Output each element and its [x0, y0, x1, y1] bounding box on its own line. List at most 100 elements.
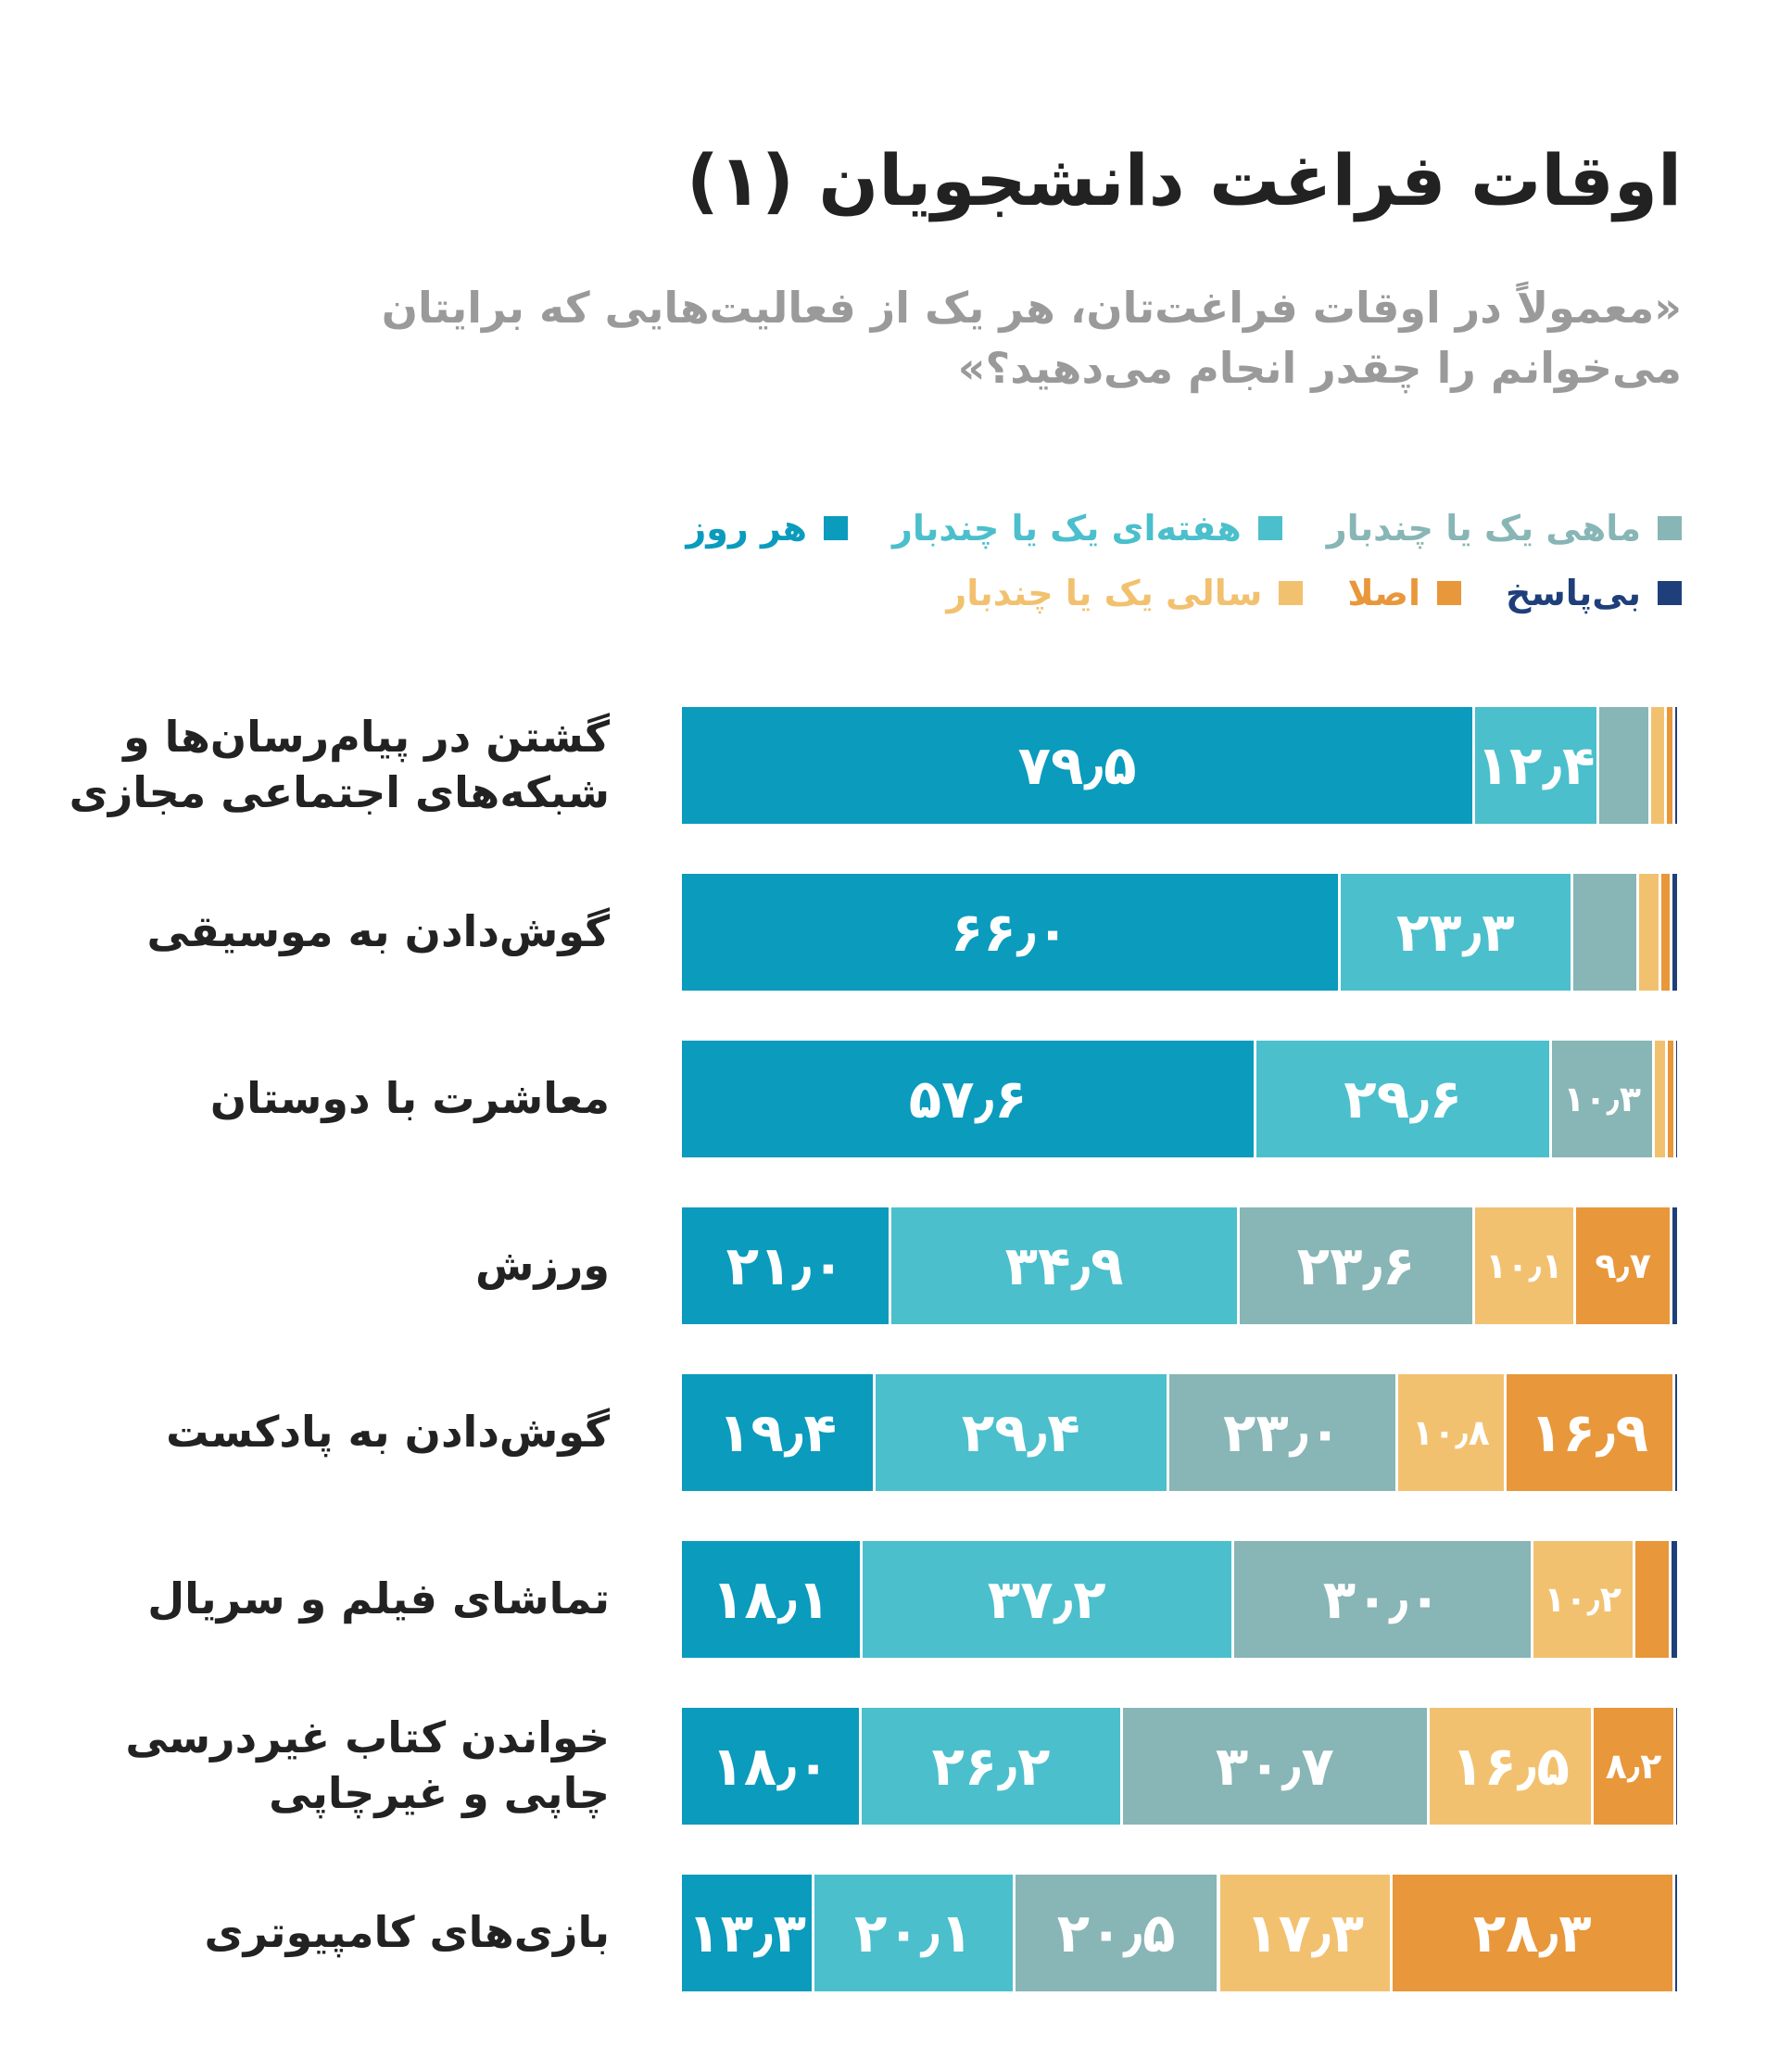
data-label: ۱۶٫۹	[1530, 1401, 1649, 1464]
bar-segment: ۲۰٫۱	[814, 1875, 1016, 1991]
data-label: ۳۷٫۲	[987, 1568, 1106, 1631]
bar-segment: ۱۸٫۰	[682, 1708, 862, 1825]
legend-item: هفته‌ای یک یا چندبار	[892, 508, 1282, 549]
data-label: ۸٫۲	[1605, 1746, 1662, 1787]
bar-segment: ۲۱٫۰	[682, 1207, 892, 1324]
bar-segment: ۵۷٫۶	[682, 1041, 1257, 1157]
bar-segment	[1660, 874, 1673, 991]
legend-item: اصلا	[1347, 573, 1461, 613]
legend-label: سالی یک یا چندبار	[946, 573, 1263, 613]
legend-swatch	[1658, 581, 1682, 605]
data-label: ۲۳٫۳	[1395, 901, 1515, 964]
data-label: ۲۹٫۴	[961, 1401, 1080, 1464]
bar-segment	[1672, 1541, 1680, 1658]
data-label: ۱۸٫۰	[711, 1735, 830, 1798]
legend-swatch	[1257, 516, 1282, 540]
bar-segment	[1572, 874, 1639, 991]
bar-segment: ۲۳٫۳	[1340, 874, 1573, 991]
bar-segment: ۱۰٫۲	[1533, 1541, 1635, 1658]
bar-segment	[1674, 1374, 1680, 1491]
data-label: ۲۰٫۱	[854, 1901, 973, 1965]
bar-segment: ۲۳٫۰	[1168, 1374, 1399, 1491]
bar-segment: ۶۶٫۰	[682, 874, 1341, 991]
bar-segment: ۲۹٫۶	[1256, 1041, 1553, 1157]
data-label: ۱۹٫۴	[718, 1401, 837, 1464]
bar-segment	[1650, 707, 1667, 824]
data-label: ۲۳٫۰	[1222, 1401, 1342, 1464]
data-label: ۹٫۷	[1595, 1245, 1652, 1286]
data-label: ۲۱٫۰	[725, 1234, 845, 1297]
bar-segment: ۳۰٫۰	[1233, 1541, 1533, 1658]
bar-segment: ۱۰٫۳	[1552, 1041, 1656, 1157]
data-label: ۱۲٫۴	[1476, 734, 1596, 797]
category-label: تماشای فیلم و سریال	[147, 1573, 610, 1624]
bar-segment: ۲۰٫۵	[1015, 1875, 1220, 1991]
data-label: ۱۰٫۸	[1412, 1412, 1490, 1453]
category-label: ورزش	[474, 1240, 610, 1291]
legend-swatch	[1279, 581, 1304, 605]
bar-segment: ۳۷٫۲	[862, 1541, 1234, 1658]
legend-label: هر روز	[686, 508, 807, 549]
legend-item: سالی یک یا چندبار	[946, 573, 1304, 613]
data-label: ۲۳٫۶	[1296, 1234, 1416, 1297]
bar-segment: ۷۹٫۵	[682, 707, 1476, 824]
bar-segment	[1638, 874, 1661, 991]
bar-segment	[1672, 874, 1680, 991]
bar-segment: ۹٫۷	[1575, 1207, 1673, 1324]
data-label: ۲۶٫۲	[931, 1735, 1051, 1798]
bar-segment: ۱۰٫۸	[1398, 1374, 1507, 1491]
legend-swatch	[1658, 516, 1682, 540]
chart-title: اوقات فراغت دانشجویان (۱)	[687, 139, 1682, 221]
bar-segment: ۳۴٫۹	[891, 1207, 1241, 1324]
legend-label: هفته‌ای یک یا چندبار	[891, 508, 1242, 549]
category-label: بازی‌های کامپیوتری	[204, 1907, 610, 1958]
category-label: خواندن کتاب غیردرسی چاپی و غیرچاپی	[125, 1712, 610, 1818]
bar-segment	[1672, 1207, 1680, 1324]
data-label: ۱۰٫۲	[1544, 1579, 1621, 1620]
bar-segment	[1634, 1541, 1672, 1658]
bar-segment	[1674, 707, 1680, 824]
category-label: معاشرت با دوستان	[209, 1073, 610, 1124]
bar-segment	[1674, 1875, 1680, 1991]
legend-item: بی‌پاسخ	[1506, 573, 1682, 613]
bar-segment	[1655, 1041, 1669, 1157]
legend-swatch	[823, 516, 848, 540]
data-label: ۳۰٫۷	[1215, 1735, 1334, 1798]
data-label: ۲۹٫۶	[1344, 1068, 1463, 1131]
data-label: ۱۳٫۳	[688, 1901, 807, 1965]
bar-segment: ۱۰٫۱	[1475, 1207, 1576, 1324]
category-label: گوش‌دادن به پادکست	[166, 1407, 610, 1458]
bar-segment: ۱۷٫۳	[1219, 1875, 1393, 1991]
data-label: ۱۷٫۳	[1245, 1901, 1365, 1965]
data-label: ۳۴٫۹	[1004, 1234, 1124, 1297]
bar-segment: ۱۶٫۹	[1506, 1374, 1675, 1491]
bar-segment	[1668, 1041, 1676, 1157]
data-label: ۱۰٫۳	[1563, 1079, 1641, 1119]
legend-item: هر روز	[686, 508, 848, 549]
data-label: ۵۷٫۶	[908, 1068, 1028, 1131]
bar-segment: ۳۰٫۷	[1123, 1708, 1430, 1825]
category-label: گشتن در پیام‌رسان‌ها و شبکه‌های اجتماعی …	[69, 712, 610, 817]
category-label: گوش‌دادن به موسیقی	[146, 906, 611, 957]
bar-segment: ۲۳٫۶	[1240, 1207, 1476, 1324]
data-label: ۲۰٫۵	[1056, 1901, 1176, 1965]
subtitle-line: «معمولاً در اوقات فراغت‌تان، هر یک از فع…	[381, 283, 1682, 333]
legend: بی‌پاسخ اصلا سالی یک یا چندبار	[946, 573, 1682, 613]
bar-segment: ۸٫۲	[1594, 1708, 1676, 1825]
data-label: ۱۸٫۱	[712, 1568, 830, 1631]
bar-segment	[1675, 1708, 1680, 1825]
bar-segment: ۱۶٫۵	[1429, 1708, 1595, 1825]
bar-segment: ۲۸٫۳	[1392, 1875, 1675, 1991]
subtitle-line: می‌خوانم را چقدر انجام می‌دهید؟»	[957, 343, 1682, 393]
data-label: ۷۹٫۵	[1017, 734, 1137, 797]
legend-label: اصلا	[1347, 573, 1420, 613]
data-label: ۱۶٫۵	[1451, 1735, 1570, 1798]
data-label: ۶۶٫۰	[950, 901, 1069, 964]
legend-label: بی‌پاسخ	[1505, 573, 1641, 613]
data-label: ۲۸٫۳	[1472, 1901, 1592, 1965]
legend-item: ماهی یک یا چندبار	[1327, 508, 1682, 549]
data-label: ۱۰٫۱	[1485, 1245, 1563, 1286]
legend: ماهی یک یا چندبار هفته‌ای یک یا چندبار هر …	[686, 508, 1682, 549]
